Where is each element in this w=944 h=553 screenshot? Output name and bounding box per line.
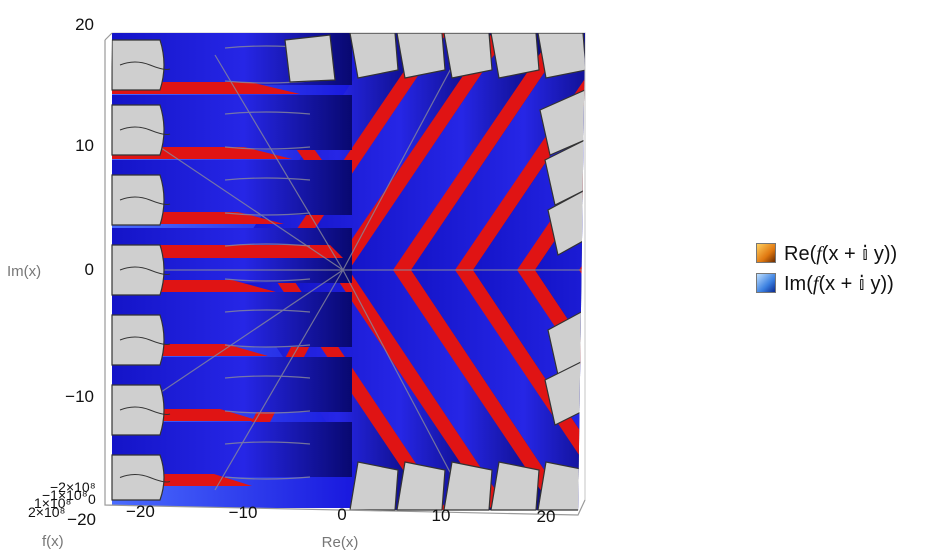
clipped-cap <box>111 314 165 366</box>
clipped-cap <box>111 384 165 436</box>
mesh-line <box>342 33 471 271</box>
x-tick-label: 20 <box>537 507 556 526</box>
clipped-cap <box>111 244 165 296</box>
red-ridge <box>455 270 585 510</box>
clipped-cap <box>111 454 165 501</box>
legend-label-im: Im(f(x + 𝕚 y)) <box>784 272 894 295</box>
cap-contour <box>119 336 171 345</box>
mesh-line <box>214 269 344 491</box>
mesh-line <box>342 269 471 511</box>
x-tick-label: 10 <box>432 506 451 525</box>
z-tick-label: 2×10⁸ <box>28 504 66 520</box>
cap-contour <box>119 126 171 135</box>
clipped-cap <box>349 461 399 511</box>
legend-item-re: Re(f(x + 𝕚 y)) <box>756 238 897 268</box>
x-tick-label: −20 <box>126 502 155 521</box>
clipped-cap <box>284 34 336 83</box>
clipped-cap <box>490 461 540 511</box>
red-ridge <box>393 33 571 270</box>
red-ridge <box>579 270 585 510</box>
legend: Re(f(x + 𝕚 y)) Im(f(x + 𝕚 y)) <box>756 238 897 298</box>
mesh-line <box>224 212 311 216</box>
surface-plot: 20 10 0 −10 −20 Im(x) −2×10⁸ −1×10⁸ 0 1×… <box>7 15 586 551</box>
red-ridge <box>331 33 509 270</box>
x-tick-label: −10 <box>229 503 258 522</box>
clipped-cap <box>544 359 585 426</box>
y-axis: 20 10 0 −10 −20 Im(x) <box>7 15 96 529</box>
clipped-cap <box>547 188 585 256</box>
cap-contour <box>119 266 171 275</box>
red-ridge <box>579 33 585 270</box>
cap-contour <box>119 196 171 205</box>
y-tick-label: 20 <box>75 15 94 34</box>
mesh-line <box>224 177 311 181</box>
clipped-cap <box>443 33 493 79</box>
mesh-line <box>224 309 311 313</box>
cap-contour <box>119 61 171 70</box>
clipped-cap <box>539 89 585 156</box>
mesh-line <box>224 375 311 379</box>
mesh-line <box>224 344 311 348</box>
plot-box-front <box>104 32 586 516</box>
z-tick-label: −2×10⁸ <box>50 479 96 495</box>
surface-mesh <box>111 33 585 511</box>
z-tick-label: 0 <box>88 491 96 507</box>
x-axis-label: Re(x) <box>322 534 359 551</box>
red-ridge <box>393 270 571 510</box>
x-axis: −20 −10 0 10 20 Re(x) <box>126 502 555 551</box>
clipped-cap <box>443 461 493 511</box>
clipped-cap <box>396 461 446 511</box>
y-tick-label: 0 <box>85 260 94 279</box>
z-axis-label: f(x) <box>42 533 64 550</box>
cap-contour <box>119 474 171 483</box>
mesh-line <box>224 476 311 480</box>
legend-swatch-im <box>756 273 776 293</box>
clipped-cap <box>537 461 585 511</box>
y-tick-label: −10 <box>65 387 94 406</box>
cap-contour <box>119 406 171 415</box>
red-ridge <box>331 270 509 510</box>
z-axis: −2×10⁸ −1×10⁸ 0 1×10⁸ 2×10⁸ f(x) <box>28 479 96 550</box>
clipped-cap <box>547 308 585 376</box>
y-tick-label: 10 <box>75 136 94 155</box>
red-ridge <box>455 33 585 270</box>
clipped-cap <box>349 33 399 79</box>
mesh-line <box>214 54 344 271</box>
mesh-line <box>224 111 311 115</box>
surface-band <box>349 270 554 510</box>
z-tick-label: 1×10⁸ <box>34 495 72 511</box>
clipped-cap <box>111 104 165 156</box>
clipped-cap <box>537 33 585 79</box>
surface-band <box>349 33 554 270</box>
surface-band <box>411 33 585 270</box>
mesh-line <box>224 410 311 414</box>
x-tick-label: 0 <box>337 505 346 524</box>
surface-band <box>411 270 585 510</box>
clipped-caps <box>111 33 585 511</box>
mesh-line <box>224 278 311 282</box>
legend-label-re: Re(f(x + 𝕚 y)) <box>784 242 898 265</box>
mesh-line <box>224 243 311 247</box>
clipped-cap <box>111 39 165 91</box>
clipped-cap <box>396 33 446 79</box>
legend-swatch-re <box>756 243 776 263</box>
red-ridge <box>112 245 343 258</box>
mesh-line <box>224 441 311 445</box>
z-tick-label: −1×10⁸ <box>42 487 88 503</box>
clipped-cap <box>490 33 540 79</box>
y-tick-label: −20 <box>67 510 96 529</box>
clipped-cap <box>544 139 585 206</box>
clipped-cap <box>111 174 165 226</box>
mesh-line <box>224 146 311 150</box>
legend-item-im: Im(f(x + 𝕚 y)) <box>756 268 897 298</box>
y-axis-label: Im(x) <box>7 263 41 280</box>
